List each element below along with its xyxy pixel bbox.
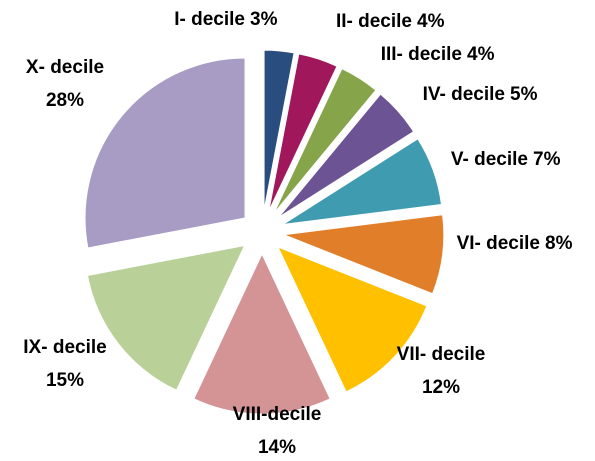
pie-slice [282, 138, 442, 226]
slice-value-label: 12% [422, 377, 460, 398]
slice-value-label: 8% [545, 233, 573, 254]
slice-value-label: 4% [417, 11, 445, 32]
slice-value-label: 28% [46, 90, 84, 111]
slice-value-label: 5% [510, 84, 538, 105]
slice-value-label: 7% [533, 149, 561, 170]
slice-value-label: 15% [46, 370, 84, 391]
pie-slice [193, 252, 331, 415]
pie-slice [283, 214, 445, 295]
pie-slice [268, 53, 338, 212]
slice-label: VII- decile [397, 344, 486, 365]
pie-slice [273, 67, 377, 214]
slice-label: X- decile [26, 57, 104, 78]
slice-label: IX- decile [23, 337, 106, 358]
pie-slice [277, 246, 428, 393]
pie-slice [278, 93, 415, 218]
slice-value-label: 3% [250, 9, 278, 30]
slice-value-label: 4% [467, 44, 495, 65]
slice-label: IV- decile [423, 84, 505, 105]
slice-label: VI- decile [457, 233, 540, 254]
pie-slice [263, 49, 295, 211]
pie-slice [86, 244, 246, 391]
slice-label: II- decile [336, 11, 412, 32]
slice-label: III- decile [381, 44, 462, 65]
pie-slice [84, 57, 246, 249]
slice-label: I- decile [174, 9, 245, 30]
slice-value-label: 14% [258, 437, 296, 458]
slice-label: VIII-decile [233, 404, 322, 425]
slice-label: V- decile [451, 149, 528, 170]
